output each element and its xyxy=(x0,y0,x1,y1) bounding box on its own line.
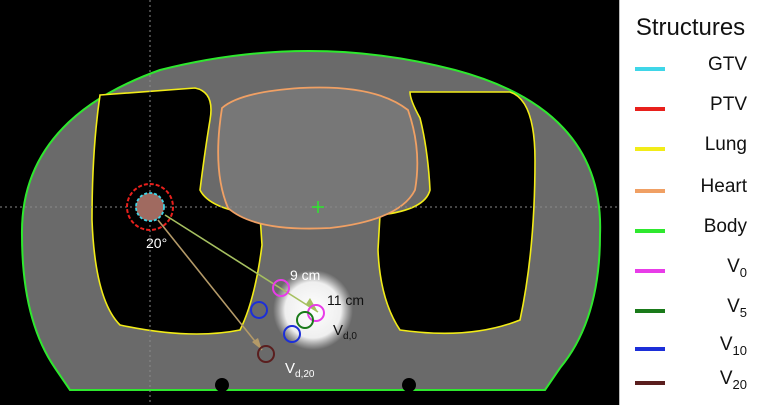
legend-item-lung: Lung xyxy=(620,128,760,168)
legend-sub-v0: 0 xyxy=(739,264,747,280)
lung-swatch xyxy=(635,147,665,151)
isocenter-marker xyxy=(312,201,324,213)
lung-left-contour xyxy=(91,87,263,335)
legend-label-v20: V xyxy=(719,368,733,389)
legend-label-v5: V xyxy=(727,296,740,317)
v10-marker xyxy=(250,301,268,319)
beam-arrow-vd0 xyxy=(164,214,319,313)
lung-right-contour xyxy=(377,91,536,335)
v5-swatch xyxy=(635,309,665,313)
heart-swatch xyxy=(635,189,665,193)
v5-marker xyxy=(296,311,314,329)
angle-label: 20° xyxy=(146,235,167,251)
gtv-tumor xyxy=(135,192,165,222)
table-bump-right xyxy=(402,378,416,392)
v0-marker xyxy=(272,279,290,297)
legend-label-lung: Lung xyxy=(704,134,747,155)
legend-item-gtv: GTV xyxy=(620,48,760,88)
ct-viewer: 20° 9 cm 11 cm Vd,0 Vd,20 xyxy=(0,0,619,405)
ptv-swatch xyxy=(635,107,665,111)
legend-item-body: Body xyxy=(620,210,760,250)
distance-9cm-label: 9 cm xyxy=(290,267,320,283)
structures-legend: Structures GTV PTV Lung Heart Body V0 V5… xyxy=(619,0,760,405)
legend-item-v10: V10 xyxy=(620,328,760,368)
legend-title: Structures xyxy=(635,14,746,41)
legend-item-v0: V0 xyxy=(620,250,760,290)
ct-slice-image: 20° 9 cm 11 cm Vd,0 Vd,20 xyxy=(0,0,619,405)
v0-swatch xyxy=(635,269,665,273)
dose-region-glow xyxy=(273,270,353,350)
beam-arrow-vd20 xyxy=(157,219,263,351)
legend-item-v5: V5 xyxy=(620,290,760,330)
legend-label-gtv: GTV xyxy=(707,54,747,75)
legend-label-v10: V xyxy=(719,334,733,355)
heart-contour xyxy=(217,86,419,230)
legend-label-ptv: PTV xyxy=(710,94,747,115)
legend-item-v20: V20 xyxy=(620,362,760,402)
legend-sub-v5: 5 xyxy=(739,304,747,320)
v20-marker xyxy=(257,345,275,363)
legend-sub-v10: 10 xyxy=(732,342,747,358)
v10-marker-2 xyxy=(283,325,301,343)
legend-item-ptv: PTV xyxy=(620,88,760,128)
table-bump-left xyxy=(215,378,229,392)
vd20-label: Vd,20 xyxy=(285,360,315,380)
legend-label-v0: V xyxy=(727,256,740,277)
legend-label-heart: Heart xyxy=(700,176,747,197)
body-swatch xyxy=(635,229,665,233)
distance-11cm-label: 11 cm xyxy=(327,292,364,308)
vd0-label: Vd,0 xyxy=(333,322,357,342)
arrowhead-vd20 xyxy=(252,338,262,350)
legend-sub-v20: 20 xyxy=(732,376,747,392)
legend-label-body: Body xyxy=(703,216,747,237)
ptv-contour xyxy=(126,183,174,231)
legend-item-heart: Heart xyxy=(620,170,760,210)
v10-swatch xyxy=(635,347,665,351)
gtv-swatch xyxy=(635,67,665,71)
v20-swatch xyxy=(635,381,665,385)
